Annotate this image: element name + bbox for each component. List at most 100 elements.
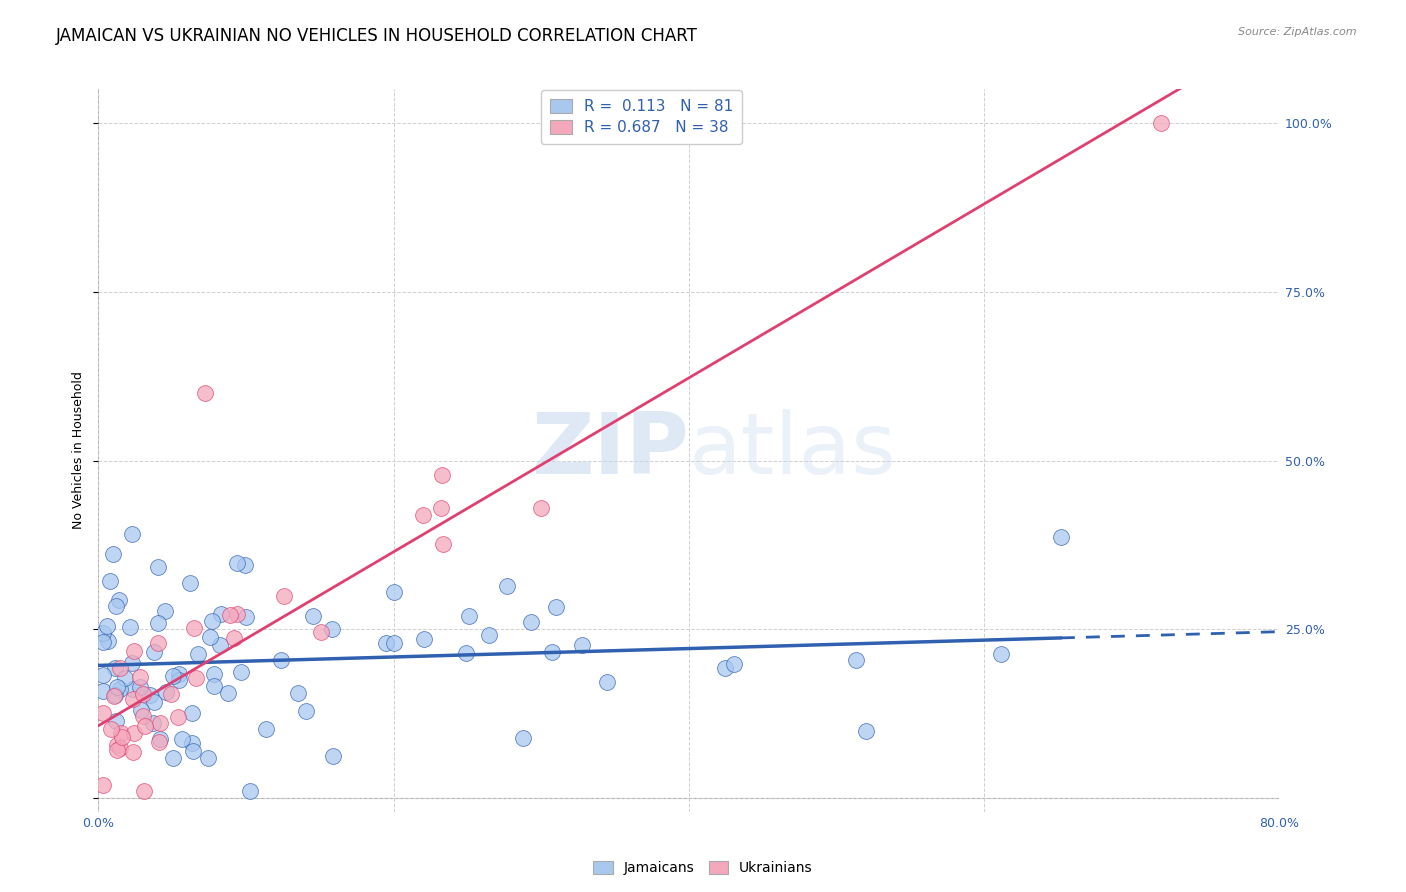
Point [122, 643, 145, 657]
Point [103, 690, 125, 704]
Point [181, 736, 204, 750]
Point [143, 694, 166, 708]
Point [226, 556, 249, 570]
Point [181, 744, 204, 758]
Point [273, 589, 295, 603]
Point [132, 687, 155, 701]
Point [202, 679, 225, 693]
Point [375, 636, 398, 650]
Point [142, 715, 165, 730]
Point [990, 647, 1012, 661]
Point [149, 716, 172, 731]
Point [412, 632, 434, 646]
Point [100, 722, 122, 736]
Point [118, 620, 141, 634]
Point [384, 636, 406, 650]
Point [197, 751, 219, 765]
Point [456, 646, 478, 660]
Point [121, 657, 143, 671]
Point [110, 726, 132, 740]
Point [723, 657, 745, 671]
Point [104, 688, 127, 702]
Point [187, 647, 209, 661]
Point [294, 704, 316, 718]
Point [155, 685, 177, 699]
Point [104, 661, 127, 675]
Point [179, 576, 201, 591]
Point [209, 638, 232, 652]
Point [845, 653, 868, 667]
Point [181, 706, 204, 720]
Point [108, 740, 131, 755]
Point [167, 666, 190, 681]
Y-axis label: No Vehicles in Household: No Vehicles in Household [72, 372, 86, 529]
Point [530, 500, 553, 515]
Point [91, 635, 114, 649]
Point [596, 674, 619, 689]
Point [217, 686, 239, 700]
Point [167, 673, 190, 687]
Point [91, 683, 114, 698]
Legend: R =  0.113   N = 81, R = 0.687   N = 38: R = 0.113 N = 81, R = 0.687 N = 38 [541, 89, 742, 145]
Point [202, 667, 225, 681]
Point [148, 560, 170, 574]
Point [105, 714, 128, 729]
Point [122, 726, 145, 740]
Point [238, 784, 260, 798]
Point [132, 708, 155, 723]
Point [129, 670, 152, 684]
Point [311, 625, 333, 640]
Point [478, 628, 501, 642]
Point [432, 467, 454, 482]
Point [143, 645, 166, 659]
Point [321, 622, 343, 636]
Point [121, 527, 143, 541]
Point [270, 653, 292, 667]
Point [1050, 530, 1073, 544]
Point [107, 593, 129, 607]
Point [149, 731, 172, 746]
Point [235, 558, 257, 572]
Point [91, 668, 114, 682]
Point [222, 631, 245, 645]
Point [254, 723, 277, 737]
Point [382, 585, 405, 599]
Point [159, 687, 181, 701]
Point [138, 688, 160, 702]
Point [134, 719, 156, 733]
Point [131, 702, 153, 716]
Point [91, 778, 114, 792]
Point [134, 784, 156, 798]
Point [98, 574, 121, 588]
Point [96, 619, 118, 633]
Point [519, 615, 541, 629]
Point [231, 665, 253, 679]
Point [432, 537, 454, 551]
Point [122, 692, 145, 706]
Legend: Jamaicans, Ukrainians: Jamaicans, Ukrainians [588, 855, 818, 880]
Point [167, 709, 190, 723]
Text: ZIP: ZIP [531, 409, 689, 492]
Point [855, 723, 877, 738]
Point [200, 631, 222, 645]
Point [412, 508, 434, 522]
Point [322, 749, 344, 764]
Point [162, 669, 184, 683]
Text: JAMAICAN VS UKRAINIAN NO VEHICLES IN HOUSEHOLD CORRELATION CHART: JAMAICAN VS UKRAINIAN NO VEHICLES IN HOU… [56, 27, 699, 45]
Point [121, 745, 143, 759]
Point [457, 609, 479, 624]
Point [104, 599, 127, 613]
Point [129, 680, 152, 694]
Point [430, 501, 453, 516]
Point [714, 661, 737, 675]
Point [194, 386, 217, 401]
Point [170, 731, 193, 746]
Point [201, 614, 224, 628]
Point [512, 731, 534, 745]
Point [496, 579, 519, 593]
Point [209, 607, 232, 621]
Point [235, 610, 257, 624]
Point [183, 621, 205, 635]
Point [226, 607, 249, 622]
Point [540, 645, 562, 659]
